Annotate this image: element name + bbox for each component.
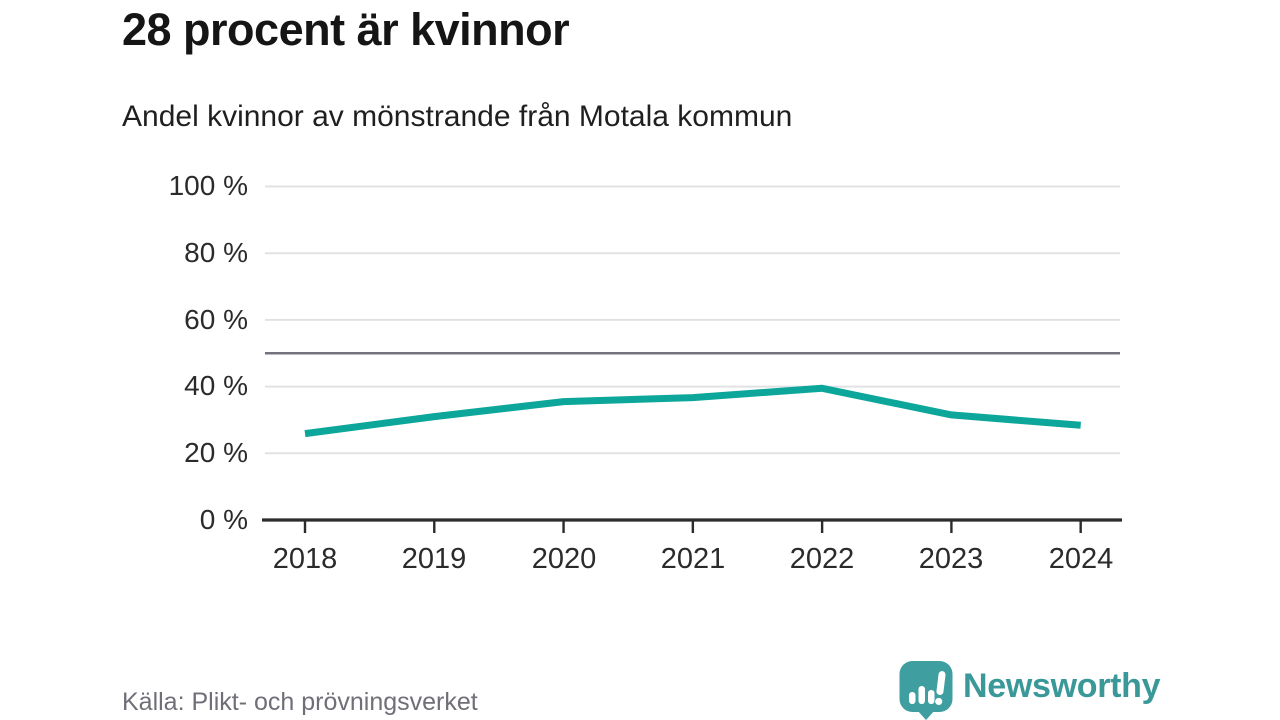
newsworthy-icon (899, 661, 953, 720)
brand-name: Newsworthy (963, 667, 1161, 705)
x-tick-label-2022: 2022 (789, 543, 855, 575)
y-tick-label-20: 20 % (184, 437, 248, 468)
chart-title: 28 procent är kvinnor (122, 4, 570, 55)
y-tick-label-100: 100 % (168, 170, 248, 201)
y-tick-label-40: 40 % (184, 370, 248, 401)
y-tick-label-0: 0 % (199, 504, 248, 535)
source-note: Källa: Plikt- och prövningsverket (122, 688, 478, 716)
x-tick-label-2021: 2021 (660, 543, 726, 575)
y-tick-label-80: 80 % (184, 237, 248, 268)
newsworthy-logo: Newsworthy (898, 659, 1161, 720)
y-tick-label-60: 60 % (184, 304, 248, 335)
x-tick-label-2020: 2020 (531, 543, 597, 575)
x-tick-label-2023: 2023 (918, 543, 984, 575)
x-tick-label-2019: 2019 (401, 543, 467, 575)
chart-subtitle: Andel kvinnor av mönstrande från Motala … (122, 100, 793, 133)
data-line (304, 384, 1081, 438)
x-tick-label-2018: 2018 (272, 543, 338, 575)
x-tick-label-2024: 2024 (1048, 543, 1114, 575)
